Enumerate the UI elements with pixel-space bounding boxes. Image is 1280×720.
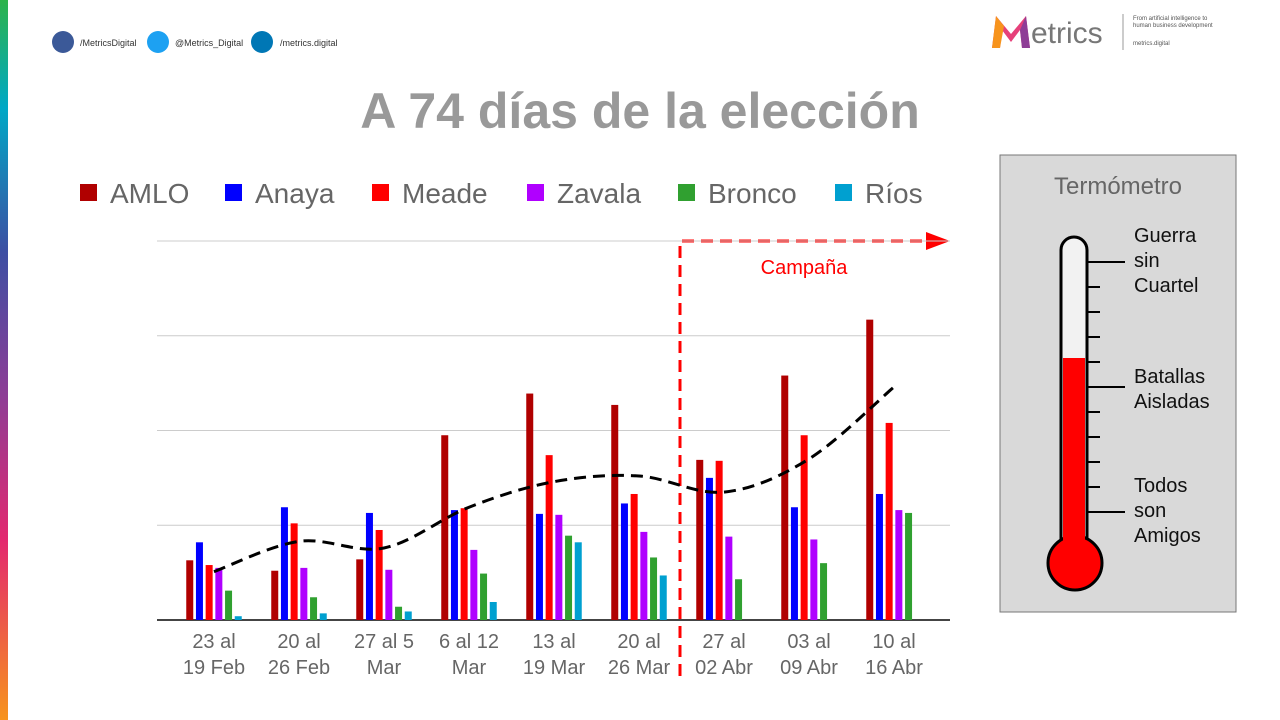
bar <box>781 375 789 620</box>
bar <box>885 422 893 620</box>
bar <box>450 510 458 620</box>
bar <box>489 601 497 620</box>
bar <box>300 567 308 620</box>
bar <box>630 493 638 620</box>
bar <box>810 539 818 620</box>
legend-label: Meade <box>402 178 488 209</box>
trend-line <box>213 385 895 574</box>
site: metrics.digital <box>1133 41 1170 47</box>
side-strip <box>0 0 8 720</box>
legend-swatch <box>225 184 242 201</box>
x-tick-label: 23 al 19 Feb <box>182 631 246 679</box>
bar <box>310 597 318 620</box>
bar <box>725 536 733 620</box>
x-tick-label: 6 al 12 Mar <box>438 631 500 679</box>
bar <box>705 477 713 620</box>
bar <box>574 542 582 620</box>
legend-swatch <box>678 184 695 201</box>
bar <box>375 529 383 620</box>
bar <box>790 507 798 620</box>
level-label: Guerra sin Cuartel <box>1134 225 1199 297</box>
thermometer-panel <box>999 154 1237 613</box>
legend-label: Bronco <box>708 178 797 209</box>
bar <box>735 579 743 620</box>
bar <box>404 611 412 620</box>
bar <box>319 613 327 620</box>
bar <box>480 573 488 620</box>
bar <box>866 319 874 620</box>
social-handle: @Metrics_Digital <box>175 38 243 48</box>
bar <box>895 510 903 620</box>
bar <box>611 404 619 620</box>
x-tick-label: 10 al 16 Abr <box>865 631 923 679</box>
legend-swatch <box>80 184 97 201</box>
x-tick-label: 27 al 02 Abr <box>695 631 753 679</box>
bar <box>271 570 279 620</box>
legend-swatch <box>527 184 544 201</box>
thermometer-level <box>1063 358 1085 568</box>
bar <box>395 606 403 620</box>
bar <box>905 512 913 620</box>
bar <box>555 514 563 620</box>
legend-swatch <box>835 184 852 201</box>
chart-title: A 74 días de la elección <box>360 83 920 139</box>
bar <box>186 560 194 620</box>
bar <box>875 493 883 620</box>
bar <box>365 512 373 620</box>
bar <box>535 513 543 620</box>
legend-label: Ríos <box>865 178 923 209</box>
x-tick-label: 27 al 5 Mar <box>353 631 415 679</box>
bar <box>205 565 213 620</box>
bar <box>659 575 667 620</box>
bar <box>640 531 648 620</box>
linkedin-icon <box>251 31 273 53</box>
social-handle: /MetricsDigital <box>80 38 137 48</box>
x-tick-label: 20 al 26 Feb <box>267 631 331 679</box>
bar <box>526 393 534 620</box>
legend-label: Anaya <box>255 178 335 209</box>
level-label: Batallas Aisladas <box>1134 366 1210 413</box>
campaign-line <box>678 239 930 676</box>
thermometer-scale <box>1087 261 1125 513</box>
bar <box>280 507 288 620</box>
bar <box>215 567 223 620</box>
bar <box>441 435 449 620</box>
logo-text: etrics <box>1031 17 1103 50</box>
bar <box>195 542 203 620</box>
logo-mark <box>1020 16 1030 48</box>
x-tick-label: 20 al 26 Mar <box>607 631 671 679</box>
bar <box>565 535 573 620</box>
twitter-icon <box>147 31 169 53</box>
bar <box>234 616 242 620</box>
bar <box>820 563 828 620</box>
bar <box>650 557 658 620</box>
bar <box>715 460 723 620</box>
legend-label: Zavala <box>557 178 641 209</box>
bar <box>356 559 364 620</box>
social-handle: /metrics.digital <box>280 38 338 48</box>
annotation: Campaña <box>761 257 849 279</box>
x-tick-label: 03 al 09 Abr <box>780 631 838 679</box>
bar <box>290 523 298 620</box>
logo-mark <box>992 16 1004 48</box>
bar <box>696 459 704 620</box>
bar <box>545 455 553 620</box>
legend-swatch <box>372 184 389 201</box>
facebook-icon <box>52 31 74 53</box>
thermometer-title: Termómetro <box>1054 173 1182 200</box>
tagline: From artificial intelligence to human bu… <box>1133 16 1213 29</box>
bar <box>800 435 808 620</box>
bar <box>620 503 628 620</box>
bar <box>225 590 233 620</box>
bar <box>460 508 468 620</box>
bar <box>470 549 478 620</box>
x-tick-label: 13 al 19 Mar <box>522 631 586 679</box>
level-label: Todos son Amigos <box>1134 475 1201 547</box>
bar <box>385 569 393 620</box>
legend-label: AMLO <box>110 178 189 209</box>
